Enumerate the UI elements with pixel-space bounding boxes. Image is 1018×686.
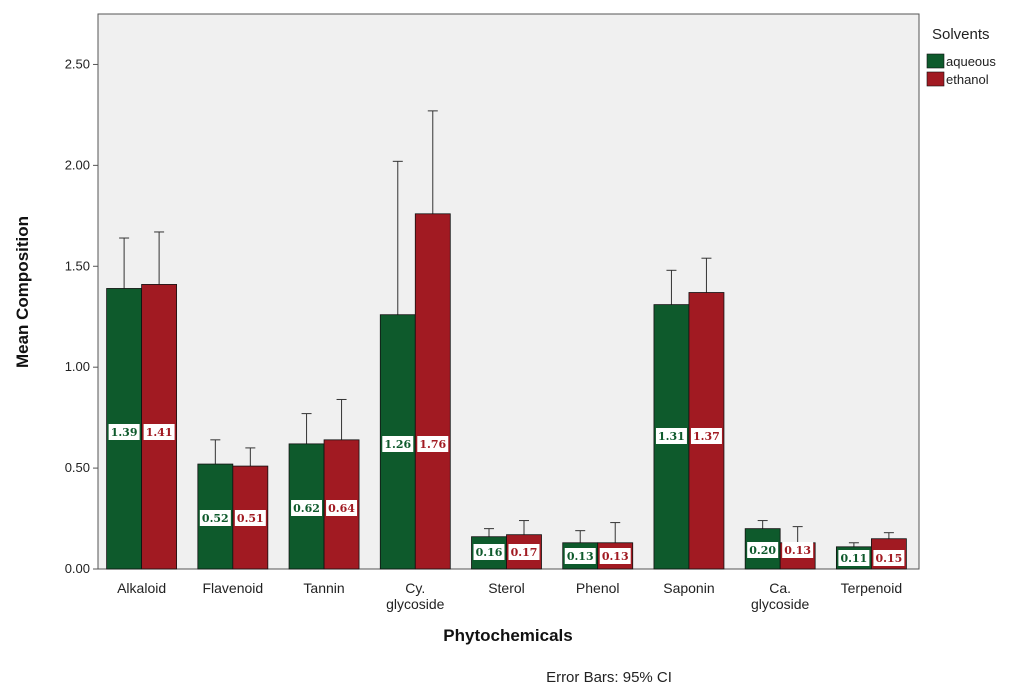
x-tick-label-phenol: Phenol (576, 580, 620, 596)
data-label-flavenoid-aqueous: 0.52 (202, 512, 229, 525)
data-label-box-ca-glycoside-ethanol (782, 542, 814, 558)
y-tick-label: 0.00 (65, 561, 90, 576)
data-label-box-alkaloid-ethanol (143, 424, 175, 440)
x-tick-label-saponin: Saponin (663, 580, 714, 596)
x-tick-label-terpenoid: Terpenoid (841, 580, 903, 596)
y-tick-label: 2.50 (65, 56, 90, 71)
data-label-saponin-ethanol: 1.37 (693, 430, 720, 443)
data-label-box-cy-glycoside-aqueous (382, 436, 414, 452)
data-label-box-saponin-aqueous (655, 428, 687, 444)
legend: Solvents aqueous ethanol (926, 26, 996, 87)
y-tick-label: 2.00 (65, 157, 90, 172)
data-label-box-saponin-ethanol (690, 428, 722, 444)
x-tick-label-cy-glycoside: Cy. glycoside (386, 580, 445, 612)
data-label-alkaloid-aqueous: 1.39 (111, 426, 138, 439)
data-label-tannin-ethanol: 0.64 (328, 502, 355, 515)
data-label-cy-glycoside-aqueous: 1.26 (384, 438, 411, 451)
x-axis: Alkaloid Flavenoid Tannin Cy. glycoside Stero… (117, 580, 902, 612)
bars-group: 1.39 1.41 0.52 0.51 0.62 0.64 1.26 1.76 0.16 0.17… (106, 110, 907, 570)
x-tick-label-sterol: Sterol (488, 580, 525, 596)
x-tick-label-tannin: Tannin (303, 580, 344, 596)
data-label-ca-glycoside-ethanol: 0.13 (784, 544, 811, 557)
data-label-box-flavenoid-ethanol (234, 510, 266, 526)
data-label-cy-glycoside-ethanol: 1.76 (419, 438, 446, 451)
y-axis-title: Mean Composition (13, 216, 32, 368)
y-tick-label: 0.50 (65, 460, 90, 475)
data-label-terpenoid-ethanol: 0.15 (875, 552, 902, 565)
x-tick-label-alkaloid: Alkaloid (117, 580, 166, 596)
x-tick-label-flavenoid: Flavenoid (202, 580, 263, 596)
legend-title: Solvents (932, 26, 990, 43)
x-tick-label-ca-glycoside: Ca. glycoside (751, 580, 810, 612)
data-label-box-ca-glycoside-aqueous (747, 542, 779, 558)
data-label-box-terpenoid-ethanol (873, 550, 905, 566)
data-label-box-alkaloid-aqueous (108, 424, 140, 440)
data-label-box-terpenoid-aqueous (838, 550, 870, 566)
error-bar-note: Error Bars: 95% CI (546, 669, 672, 686)
data-label-box-sterol-ethanol (508, 544, 540, 560)
data-label-box-tannin-aqueous (291, 500, 323, 516)
data-label-box-tannin-ethanol (326, 500, 358, 516)
x-axis-title: Phytochemicals (443, 626, 572, 645)
data-label-box-cy-glycoside-ethanol (417, 436, 449, 452)
data-label-box-flavenoid-aqueous (199, 510, 231, 526)
y-tick-label: 1.50 (65, 258, 90, 273)
data-label-saponin-aqueous: 1.31 (658, 430, 685, 443)
data-label-alkaloid-ethanol: 1.41 (146, 426, 173, 439)
bar-cy-glycoside-ethanol (414, 213, 451, 570)
data-label-sterol-ethanol: 0.17 (511, 546, 538, 559)
data-label-phenol-ethanol: 0.13 (602, 550, 629, 563)
data-label-terpenoid-aqueous: 0.11 (840, 552, 867, 565)
legend-swatch-ethanol (926, 71, 945, 87)
data-label-sterol-aqueous: 0.16 (476, 546, 503, 559)
data-label-box-sterol-aqueous (473, 544, 505, 560)
data-label-box-phenol-ethanol (599, 548, 631, 564)
y-tick-label: 1.00 (65, 359, 90, 374)
data-label-flavenoid-ethanol: 0.51 (237, 512, 264, 525)
data-label-tannin-aqueous: 0.62 (293, 502, 320, 515)
legend-label-aqueous: aqueous (946, 54, 996, 69)
legend-label-ethanol: ethanol (946, 72, 989, 87)
y-axis: 0.00 0.50 1.00 1.50 2.00 2.50 (65, 14, 99, 576)
legend-swatch-aqueous (926, 53, 945, 69)
data-label-box-phenol-aqueous (564, 548, 596, 564)
data-label-phenol-aqueous: 0.13 (567, 550, 594, 563)
data-label-ca-glycoside-aqueous: 0.20 (749, 544, 776, 557)
